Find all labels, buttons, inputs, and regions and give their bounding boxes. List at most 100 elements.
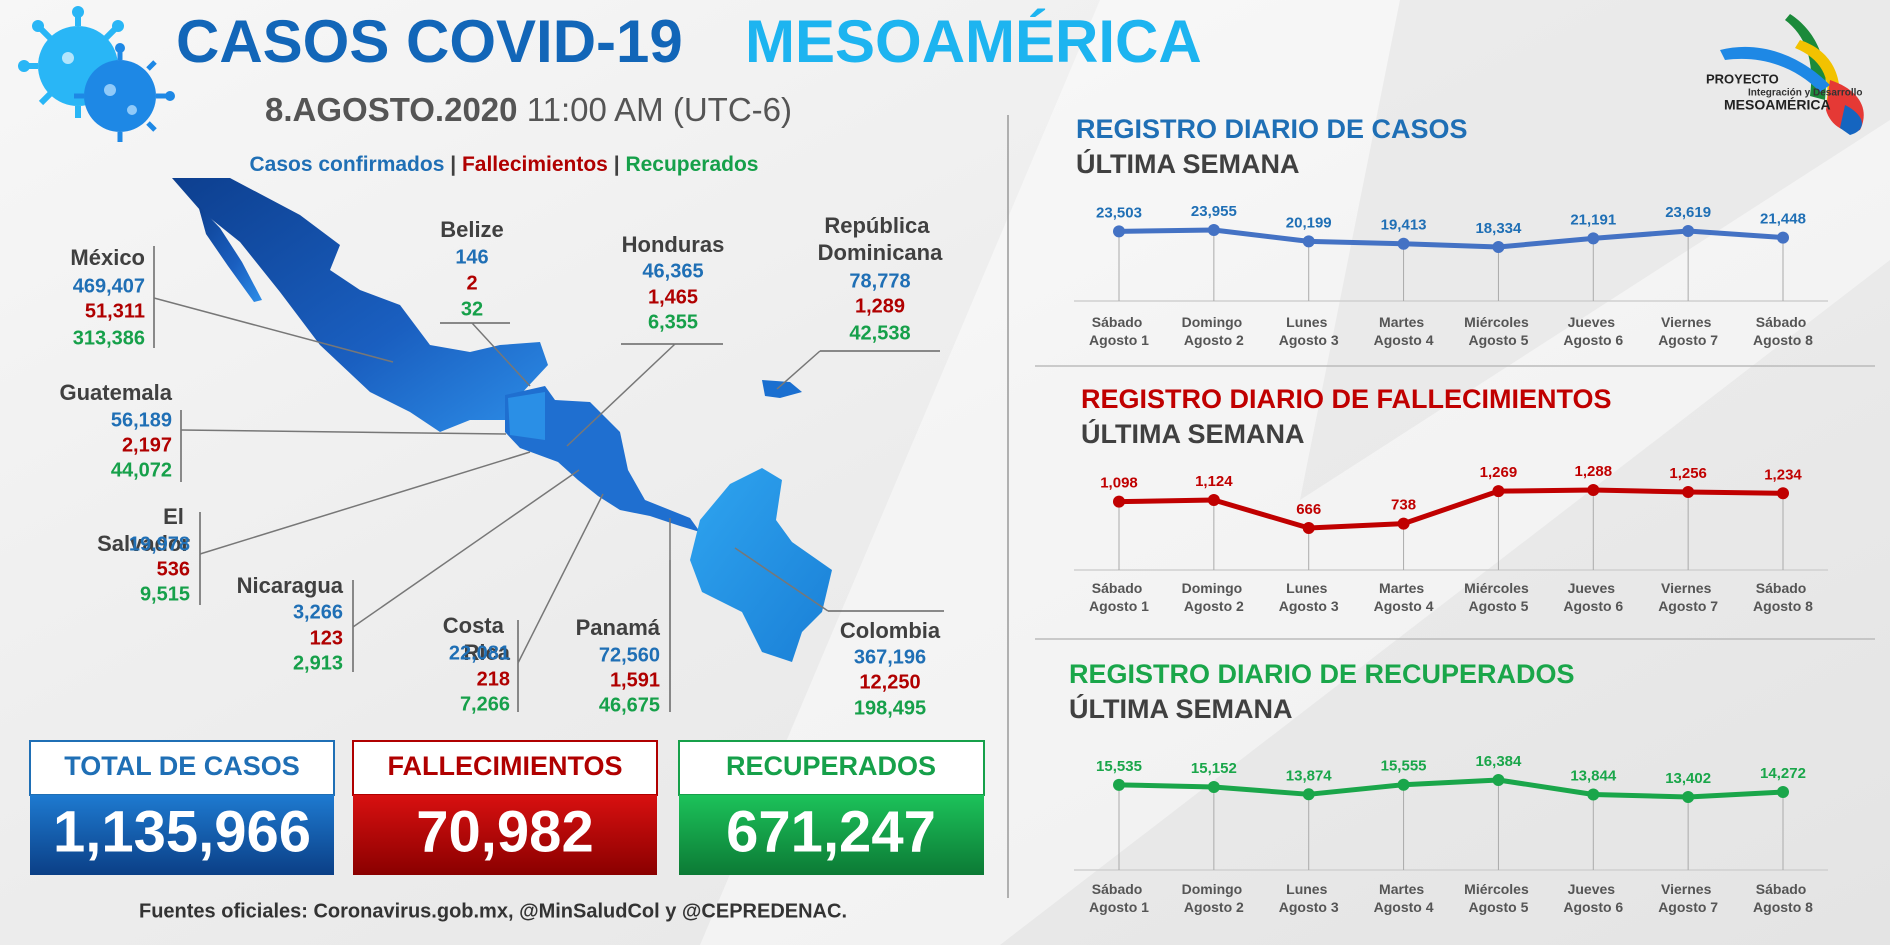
leader-line <box>776 350 821 390</box>
x-tick-label: Lunes Agosto 3 <box>1279 314 1339 348</box>
leader-line <box>180 429 507 435</box>
chart-subtitle: ÚLTIMA SEMANA <box>1081 418 1304 449</box>
x-tick-label: Miércoles Agosto 5 <box>1464 580 1532 614</box>
country-recovered: 198,495 <box>854 697 926 719</box>
total-value: 70,982 <box>416 799 593 864</box>
total-box-header <box>29 740 335 796</box>
country-recovered: 2,913 <box>293 652 343 674</box>
map-guatemala <box>508 392 545 440</box>
data-label: 1,269 <box>1480 464 1518 481</box>
leader-line <box>153 297 394 363</box>
country-name: Guatemala <box>60 380 173 405</box>
data-label: 16,384 <box>1475 753 1522 770</box>
logo-text: PROYECTO <box>1706 71 1779 86</box>
country-deaths: 12,250 <box>859 671 920 693</box>
country-deaths: 536 <box>157 558 190 580</box>
data-label: 13,874 <box>1286 767 1333 784</box>
map-baja <box>198 205 262 302</box>
logo: PROYECTO Integración y Desarrollo MESOAM… <box>1706 14 1864 135</box>
logo-text: Integración y Desarrollo <box>1748 88 1862 99</box>
data-point <box>1492 485 1505 498</box>
source: Fuentes oficiales: Coronavirus.gob.mx, @… <box>139 900 847 922</box>
data-label: 1,124 <box>1195 473 1233 490</box>
data-point <box>1113 778 1125 791</box>
leader-line <box>517 493 604 664</box>
legend-recovered: Recuperados <box>625 153 758 176</box>
country-label: Honduras 46,365 1,465 6,355 <box>566 232 725 447</box>
data-label: 666 <box>1296 501 1321 518</box>
country-confirmed: 22,081 <box>449 642 510 664</box>
data-label: 13,844 <box>1570 767 1617 784</box>
country-recovered: 313,386 <box>73 327 145 349</box>
data-point <box>1682 791 1695 803</box>
x-tick-label: Miércoles Agosto 5 <box>1464 881 1532 915</box>
total-label: RECUPERADOS <box>726 751 936 781</box>
logo-text: MESOAMÉRICA <box>1724 97 1831 113</box>
legend: Casos confirmados | Fallecimientos | Rec… <box>250 153 759 176</box>
country-name: República Dominicana <box>818 213 943 265</box>
legend-separator: | <box>614 153 620 176</box>
total-value: 1,135,966 <box>53 799 311 864</box>
data-point <box>1397 517 1410 530</box>
total-box-header <box>352 740 658 796</box>
leader-line <box>199 451 531 555</box>
country-deaths: 1,289 <box>855 295 905 317</box>
chart-subtitle: ÚLTIMA SEMANA <box>1069 693 1292 724</box>
x-tick-label: Sábado Agosto 1 <box>1089 881 1149 915</box>
country-confirmed: 72,560 <box>599 644 660 666</box>
data-label: 1,256 <box>1669 465 1707 482</box>
x-tick-label: Martes Agosto 4 <box>1374 314 1434 348</box>
x-tick-label: Sábado Agosto 1 <box>1089 314 1149 348</box>
legend-deaths: Fallecimientos <box>462 153 608 176</box>
country-confirmed: 469,407 <box>73 275 145 297</box>
data-label: 14,272 <box>1760 765 1806 782</box>
x-tick-label: Viernes Agosto 7 <box>1658 881 1718 915</box>
legend-separator: | <box>450 153 456 176</box>
data-label: 738 <box>1391 497 1416 514</box>
country-deaths: 2,197 <box>122 434 172 456</box>
country-recovered: 6,355 <box>648 311 698 333</box>
country-label: República Dominicana 78,778 1,289 42,538 <box>776 213 943 390</box>
country-recovered: 9,515 <box>140 583 190 605</box>
country-label: Panamá 72,560 1,591 46,675 <box>576 518 671 716</box>
data-label: 1,098 <box>1100 475 1138 492</box>
data-label: 15,152 <box>1191 760 1237 777</box>
map-mexico <box>172 178 548 432</box>
country-confirmed: 19,978 <box>129 533 190 555</box>
total-box-body <box>679 795 984 875</box>
country-recovered: 46,675 <box>599 694 660 716</box>
data-point <box>1397 778 1410 791</box>
x-tick-label: Martes Agosto 4 <box>1374 580 1434 614</box>
total-box-body <box>30 795 334 875</box>
x-tick-label: Jueves Agosto 6 <box>1563 881 1623 915</box>
data-point <box>1302 522 1315 534</box>
leader-line <box>352 469 580 628</box>
x-tick-label: Sábado Agosto 1 <box>1089 580 1149 614</box>
country-name: Costa Rica <box>443 613 511 665</box>
data-point <box>1492 774 1505 786</box>
country-confirmed: 46,365 <box>642 260 703 282</box>
data-point <box>1113 225 1125 238</box>
x-tick-label: Sábado Agosto 8 <box>1753 881 1813 915</box>
x-tick-label: Domingo Agosto 2 <box>1182 580 1247 614</box>
data-label: 1,288 <box>1575 463 1613 480</box>
background-shape <box>1300 0 1890 500</box>
country-confirmed: 56,189 <box>111 409 172 431</box>
chart-title: REGISTRO DIARIO DE RECUPERADOS <box>1069 659 1575 689</box>
map-dominican-republic <box>762 380 802 398</box>
data-point <box>1682 485 1695 498</box>
country-name: Belize <box>440 217 504 242</box>
totals <box>29 740 985 875</box>
data-point <box>1777 231 1789 244</box>
country-name: Honduras <box>622 232 725 257</box>
data-point <box>1113 495 1125 508</box>
chart-title: REGISTRO DIARIO DE CASOS <box>1076 114 1468 144</box>
country-recovered: 42,538 <box>849 322 910 344</box>
series-line <box>1118 777 1784 800</box>
x-tick-label: Miércoles Agosto 5 <box>1464 314 1532 348</box>
country-confirmed: 78,778 <box>849 270 910 292</box>
leader-line <box>734 547 829 612</box>
total-label: TOTAL DE CASOS <box>64 751 300 781</box>
